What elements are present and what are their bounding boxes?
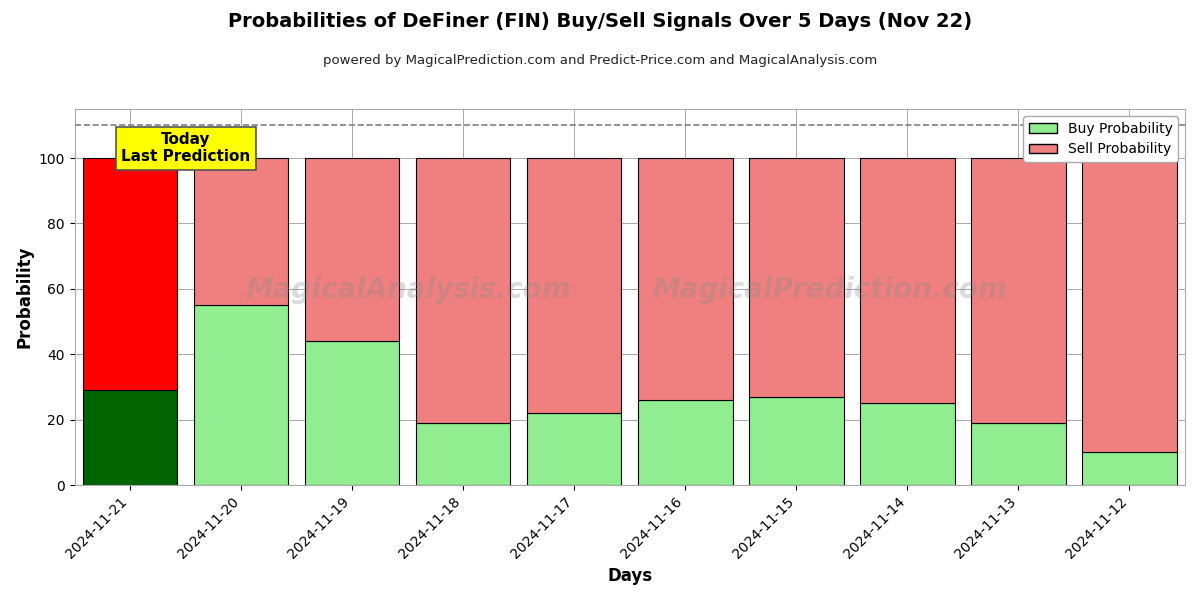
Legend: Buy Probability, Sell Probability: Buy Probability, Sell Probability — [1024, 116, 1178, 162]
Bar — [749, 158, 844, 397]
Bar — [194, 305, 288, 485]
Bar — [83, 390, 178, 485]
Text: MagicalPrediction.com: MagicalPrediction.com — [652, 275, 1007, 304]
Bar — [1082, 452, 1177, 485]
Bar — [527, 158, 622, 413]
X-axis label: Days: Days — [607, 567, 653, 585]
Bar — [416, 423, 510, 485]
Bar — [1082, 158, 1177, 452]
Bar — [305, 158, 400, 341]
Bar — [83, 158, 178, 390]
Bar — [971, 423, 1066, 485]
Bar — [749, 397, 844, 485]
Bar — [860, 403, 955, 485]
Bar — [416, 158, 510, 423]
Bar — [971, 158, 1066, 423]
Bar — [638, 400, 732, 485]
Text: Probabilities of DeFiner (FIN) Buy/Sell Signals Over 5 Days (Nov 22): Probabilities of DeFiner (FIN) Buy/Sell … — [228, 12, 972, 31]
Bar — [638, 158, 732, 400]
Bar — [305, 341, 400, 485]
Text: powered by MagicalPrediction.com and Predict-Price.com and MagicalAnalysis.com: powered by MagicalPrediction.com and Pre… — [323, 54, 877, 67]
Text: MagicalAnalysis.com: MagicalAnalysis.com — [245, 275, 570, 304]
Bar — [194, 158, 288, 305]
Bar — [860, 158, 955, 403]
Text: Today
Last Prediction: Today Last Prediction — [121, 132, 251, 164]
Bar — [527, 413, 622, 485]
Y-axis label: Probability: Probability — [16, 246, 34, 348]
